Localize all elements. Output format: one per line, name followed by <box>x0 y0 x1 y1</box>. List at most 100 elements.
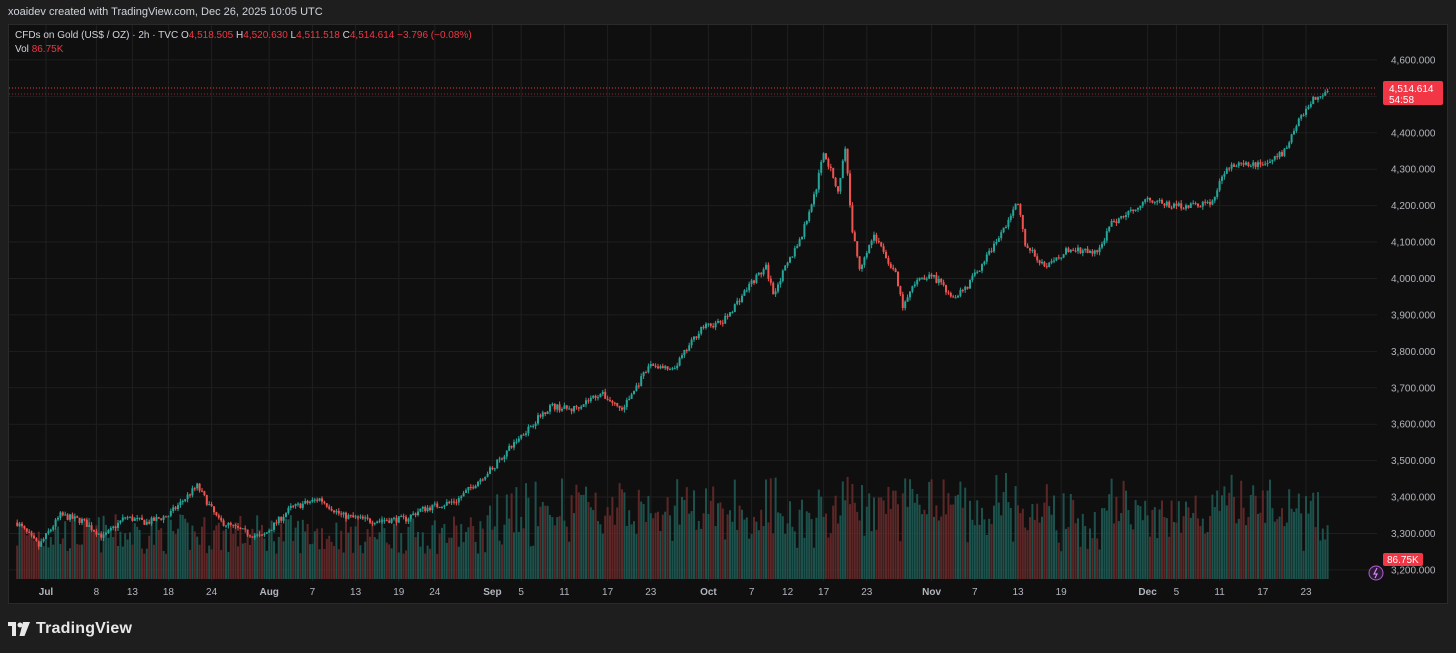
candle-body <box>81 519 83 523</box>
candle-body <box>678 357 681 366</box>
volume-bar <box>88 517 91 579</box>
volume-bar <box>546 505 549 579</box>
candle-body <box>1055 257 1058 261</box>
volume-bar <box>23 525 26 579</box>
volume-bar <box>1091 538 1094 579</box>
volume-bar <box>383 528 386 579</box>
volume-bar <box>165 553 167 579</box>
volume-bar <box>774 477 777 579</box>
candle-body <box>412 513 415 515</box>
candle-body <box>256 534 259 536</box>
symbol-title[interactable]: CFDs on Gold (US$ / OZ) · 2h · TVC <box>15 30 179 41</box>
volume-bar <box>388 544 391 579</box>
volume-bar <box>145 548 148 579</box>
volume-bar <box>1048 506 1051 579</box>
candle-body <box>779 281 782 285</box>
candle-body <box>844 148 847 161</box>
candle-body <box>649 364 652 367</box>
candle-body <box>172 507 175 512</box>
candle-body <box>930 274 933 277</box>
candle-body <box>858 256 861 270</box>
volume-bar <box>849 504 851 579</box>
candle-body <box>347 515 350 519</box>
candle-body <box>1182 208 1185 210</box>
volume-bar <box>450 537 453 579</box>
candle-body <box>472 487 475 489</box>
candle-body <box>1321 95 1324 97</box>
candle-body <box>1065 248 1067 255</box>
volume-bar <box>1290 508 1293 579</box>
volume-bar <box>1182 516 1185 579</box>
volume-bar <box>829 533 832 579</box>
tradingview-logo[interactable]: TradingView <box>8 620 132 638</box>
volume-bar <box>1177 501 1180 579</box>
volume-bar <box>921 514 923 579</box>
candle-body <box>1218 180 1221 191</box>
candle-body <box>1031 250 1034 252</box>
volume-bar <box>906 506 909 579</box>
candle-body <box>460 496 463 499</box>
candle-body <box>222 520 225 526</box>
volume-bar <box>815 517 818 579</box>
chart-panel[interactable]: 4,600.0004,500.0004,400.0004,300.0004,20… <box>8 24 1448 604</box>
candle-body <box>1302 114 1305 116</box>
candle-body <box>1194 203 1197 205</box>
volume-bar <box>275 553 278 579</box>
volume-bar <box>630 524 633 579</box>
volume-bar <box>169 519 172 579</box>
volume-bar <box>916 494 919 579</box>
volume-bar <box>124 533 127 579</box>
volume-bar <box>177 528 179 579</box>
candle-body <box>124 517 127 519</box>
candle-body <box>1187 205 1190 208</box>
candle-body <box>1127 210 1130 216</box>
volume-bar <box>522 528 525 579</box>
candle-body <box>834 177 837 187</box>
volume-bar <box>988 518 991 579</box>
volume-bar <box>779 513 782 579</box>
candle-body <box>23 526 26 529</box>
candle-body <box>21 523 23 527</box>
volume-bar <box>702 513 705 579</box>
x-tick-label: 12 <box>782 587 794 598</box>
candle-body <box>661 366 664 369</box>
candle-body <box>681 355 683 358</box>
volume-bar <box>83 518 86 579</box>
volume-bar <box>652 518 655 579</box>
candle-body <box>712 325 715 328</box>
candle-body <box>208 504 211 506</box>
volume-bar <box>400 533 403 579</box>
candle-body <box>801 236 803 240</box>
x-tick-label: 17 <box>602 587 614 598</box>
candle-body <box>973 272 976 276</box>
candle-body <box>1041 261 1043 264</box>
candle-body <box>78 517 81 523</box>
candle-body <box>798 239 801 247</box>
candle-body <box>673 368 676 370</box>
candle-body <box>726 315 729 317</box>
x-tick-label: 24 <box>206 587 218 598</box>
volume-bar <box>1038 522 1041 579</box>
volume-bar <box>378 532 381 579</box>
volume-bar <box>1141 520 1144 579</box>
candle-body <box>287 507 290 514</box>
volume-bar <box>417 531 419 579</box>
volume-bar <box>709 500 712 579</box>
volume-bar <box>1266 490 1269 579</box>
x-tick-label: 17 <box>818 587 830 598</box>
candle-body <box>1271 159 1274 162</box>
volume-bar <box>553 525 556 579</box>
volume-bar <box>155 516 158 579</box>
volume-bar <box>549 514 551 579</box>
volume-bar <box>649 513 652 579</box>
candle-body <box>880 242 883 247</box>
volume-bar <box>203 517 206 579</box>
candle-body <box>241 528 244 530</box>
volume-bar <box>520 516 523 579</box>
candle-body <box>426 507 429 512</box>
candle-body <box>1307 106 1310 109</box>
volume-bar <box>978 524 981 579</box>
candle-body <box>753 280 755 283</box>
chart-canvas[interactable]: 4,600.0004,500.0004,400.0004,300.0004,20… <box>9 25 1447 603</box>
volume-bar <box>49 537 52 579</box>
